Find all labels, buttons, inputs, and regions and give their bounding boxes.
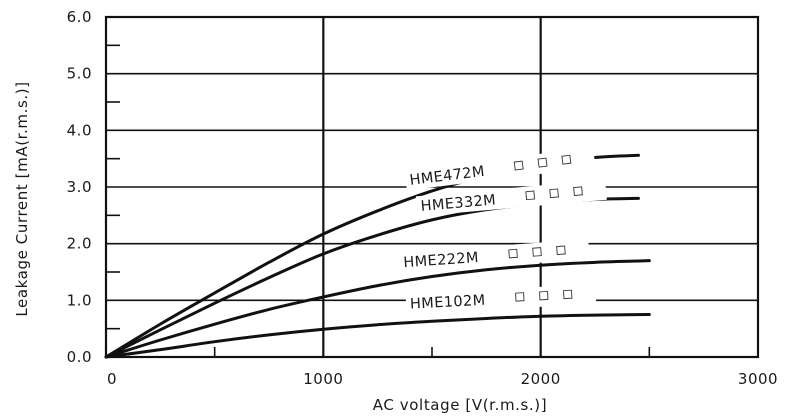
y-tick-label: 1.0 (67, 291, 92, 309)
label-suffix-box (539, 290, 549, 301)
label-suffix-box (515, 292, 525, 302)
series-label-bg (415, 179, 607, 217)
y-tick-label: 0.0 (67, 348, 92, 366)
label-suffix-box (513, 160, 524, 171)
y-tick-label: 4.0 (67, 121, 92, 139)
grid-layer (106, 17, 758, 357)
label-suffix-box (508, 248, 518, 259)
label-suffix-box (556, 245, 566, 255)
series-label-text: HME222M (403, 250, 479, 271)
label-suffix-box (573, 186, 583, 196)
series-label-bg (404, 147, 596, 191)
series-label-bg (405, 283, 597, 314)
x-tick-label: 2000 (521, 370, 561, 388)
axis-layer (104, 15, 760, 359)
series-line-hme222m (104, 259, 651, 359)
series-label-hme102m: HME102M (405, 283, 597, 314)
x-tick-label: 1000 (303, 370, 343, 388)
label-suffix-box (537, 157, 548, 168)
x-axis-title: AC voltage [V(r.m.s.)] (373, 396, 547, 414)
label-suffix-box (525, 190, 536, 201)
series-label-bg (398, 239, 590, 273)
x-tick-label: 3000 (738, 370, 778, 388)
y-axis-title: Leakage Current [mA(r.m.s.)] (13, 81, 31, 316)
tick-label-layer: 0.0 1.0 2.0 3.0 4.0 5.0 6.0 0 1000 2000 3000 (67, 8, 778, 388)
series-label-text: HME102M (410, 293, 486, 313)
label-suffix-box (532, 247, 542, 257)
y-tick-label: 2.0 (67, 235, 92, 253)
series-label-text: HME332M (420, 192, 497, 215)
y-tick-label: 6.0 (67, 8, 92, 26)
series-label-hme222m: HME222M (398, 239, 590, 273)
series-line-hme102m (104, 313, 651, 359)
label-suffix-box (549, 188, 559, 199)
x-tick-label: 0 (107, 370, 117, 388)
series-label-hme332m: HME332M (415, 179, 607, 217)
label-suffix-box (561, 154, 572, 165)
plot-frame (104, 15, 760, 359)
label-suffix-box (563, 289, 573, 300)
y-tick-label: 3.0 (67, 178, 92, 196)
y-tick-label: 5.0 (67, 65, 92, 83)
